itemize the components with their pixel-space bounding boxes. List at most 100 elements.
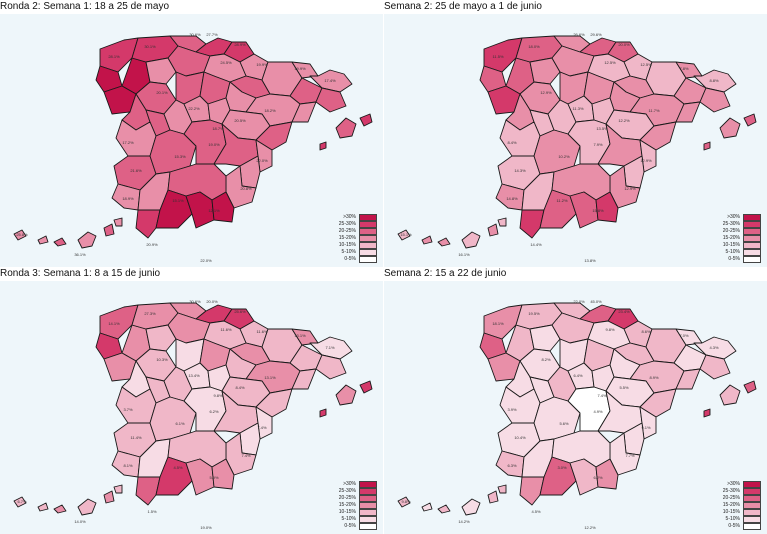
province-region[interactable] [675,368,701,390]
province-region[interactable] [145,324,177,352]
region-value-label: 25.8% [16,232,28,237]
province-region[interactable] [639,139,657,173]
island-region[interactable] [487,223,499,237]
region-value-label: 36.1% [74,252,86,257]
island-region[interactable] [461,231,481,249]
province-region[interactable] [693,336,737,360]
island-region[interactable] [53,504,67,514]
island-region[interactable] [53,237,67,247]
province-region[interactable] [675,101,701,123]
province-region[interactable] [315,87,347,113]
region-value-label: 15.8% [592,208,604,213]
island-region[interactable] [743,113,757,127]
island-region[interactable] [13,229,27,241]
legend-swatch [359,488,377,495]
island-region[interactable] [703,408,711,418]
region-value-label: 18.1% [492,321,504,326]
province-region[interactable] [699,87,731,113]
region-value-label: 5.9% [209,475,219,480]
province-region[interactable] [291,368,317,390]
province-region[interactable] [309,336,353,360]
region-value-label: 6.1% [175,421,185,426]
region-value-label: 12.2% [584,525,596,530]
legend-swatch [359,516,377,523]
province-region[interactable] [135,209,161,239]
legend-swatch [743,523,761,530]
island-region[interactable] [37,502,49,512]
island-region[interactable] [103,223,115,237]
island-region[interactable] [113,484,123,494]
province-region[interactable] [639,121,677,151]
region-value-label: 9.8% [605,327,615,332]
province-region[interactable] [211,191,235,223]
region-value-label: 8.4% [507,140,517,145]
region-value-label: 11.5% [492,54,503,59]
island-region[interactable] [77,498,97,516]
province-region[interactable] [639,388,677,418]
legend-label: 5-10% [341,516,356,522]
province-region[interactable] [595,191,619,223]
province-region[interactable] [639,406,657,440]
region-value-label: 11.2% [556,198,567,203]
province-region[interactable] [693,69,737,93]
region-value-label: 20.0% [206,299,218,304]
legend-row: 25-30% [339,488,377,495]
island-region[interactable] [487,490,499,504]
province-region[interactable] [255,121,293,151]
legend-label: 25-30% [722,488,740,494]
province-region[interactable] [595,458,619,490]
island-region[interactable] [113,217,123,227]
island-region[interactable] [397,496,411,508]
region-value-label: 14.3% [514,168,526,173]
province-region[interactable] [255,406,273,440]
island-region[interactable] [437,237,451,247]
island-region[interactable] [37,235,49,245]
province-region[interactable] [211,458,235,490]
province-region[interactable] [255,388,293,418]
region-value-label: 28.1% [108,54,120,59]
island-region[interactable] [103,490,115,504]
island-region[interactable] [421,502,433,512]
island-region[interactable] [719,117,741,139]
island-region[interactable] [421,235,433,245]
legend-swatch [743,495,761,502]
island-region[interactable] [13,496,27,508]
region-value-label: 8.1% [123,463,133,468]
province-region[interactable] [315,354,347,380]
island-region[interactable] [359,113,373,127]
province-region[interactable] [519,476,545,506]
province-region[interactable] [291,101,317,123]
island-region[interactable] [497,484,507,494]
province-region[interactable] [135,476,161,506]
island-region[interactable] [397,229,411,241]
province-region[interactable] [519,209,545,239]
region-value-label: 10.3% [156,357,168,362]
region-value-label: 4.3% [709,345,719,350]
province-region[interactable] [255,139,273,173]
island-region[interactable] [743,380,757,394]
province-region[interactable] [111,450,141,478]
island-region[interactable] [497,217,507,227]
province-region[interactable] [111,183,141,211]
province-region[interactable] [495,183,525,211]
province-region[interactable] [145,57,177,85]
island-region[interactable] [319,408,327,418]
province-region[interactable] [529,324,561,352]
island-region[interactable] [461,498,481,516]
island-region[interactable] [335,117,357,139]
province-region[interactable] [529,57,561,85]
legend-label: 20-25% [722,495,740,501]
island-region[interactable] [719,384,741,406]
island-region[interactable] [335,384,357,406]
province-region[interactable] [495,450,525,478]
legend-row: 20-25% [339,228,377,235]
island-region[interactable] [703,141,711,151]
legend-swatch [743,509,761,516]
island-region[interactable] [77,231,97,249]
island-region[interactable] [359,380,373,394]
region-value-label: 3.9% [507,407,517,412]
province-region[interactable] [309,69,353,93]
island-region[interactable] [437,504,451,514]
island-region[interactable] [319,141,327,151]
province-region[interactable] [699,354,731,380]
